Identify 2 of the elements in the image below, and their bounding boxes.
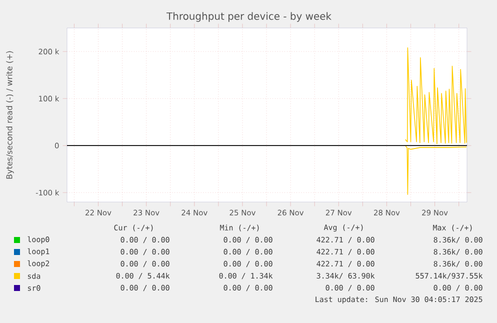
line-series bbox=[404, 47, 467, 144]
chart-title: Throughput per device - by week bbox=[166, 12, 332, 22]
